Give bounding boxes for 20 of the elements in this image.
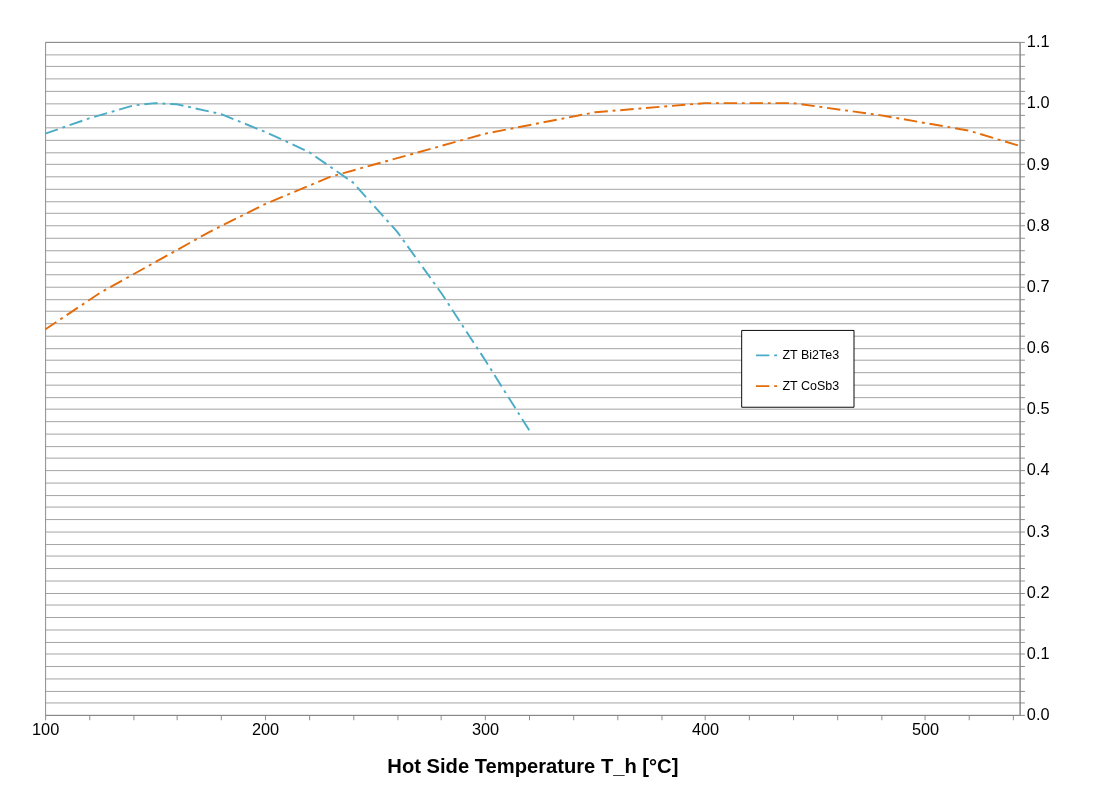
y-tick-label: 0.4 (1026, 460, 1050, 479)
x-tick-label: 200 (251, 719, 280, 738)
y-tick-label: 0.0 (1026, 705, 1050, 724)
y-tick-label: 0.2 (1026, 582, 1050, 601)
x-tick-label: 400 (691, 719, 720, 738)
x-axis-title: Hot Side Temperature T_h [°C] (387, 755, 679, 778)
y-tick-label: 0.9 (1026, 154, 1050, 173)
legend-label: ZT Bi2Te3 (782, 348, 840, 363)
y-tick-label: 1.0 (1026, 93, 1050, 112)
y-tick-label: 0.3 (1026, 521, 1050, 540)
x-tick-label: 500 (911, 719, 940, 738)
y-tick-label: 1.1 (1026, 32, 1050, 51)
y-tick-label: 0.8 (1026, 215, 1050, 234)
y-tick-label: 0.7 (1026, 276, 1050, 295)
legend-label: ZT CoSb3 (782, 378, 840, 393)
x-tick-label: 300 (471, 719, 500, 738)
y-tick-label: 0.6 (1026, 338, 1050, 357)
y-tick-label: 0.1 (1026, 644, 1050, 663)
y-tick-label: 0.5 (1026, 399, 1050, 418)
x-tick-label: 100 (32, 719, 60, 738)
